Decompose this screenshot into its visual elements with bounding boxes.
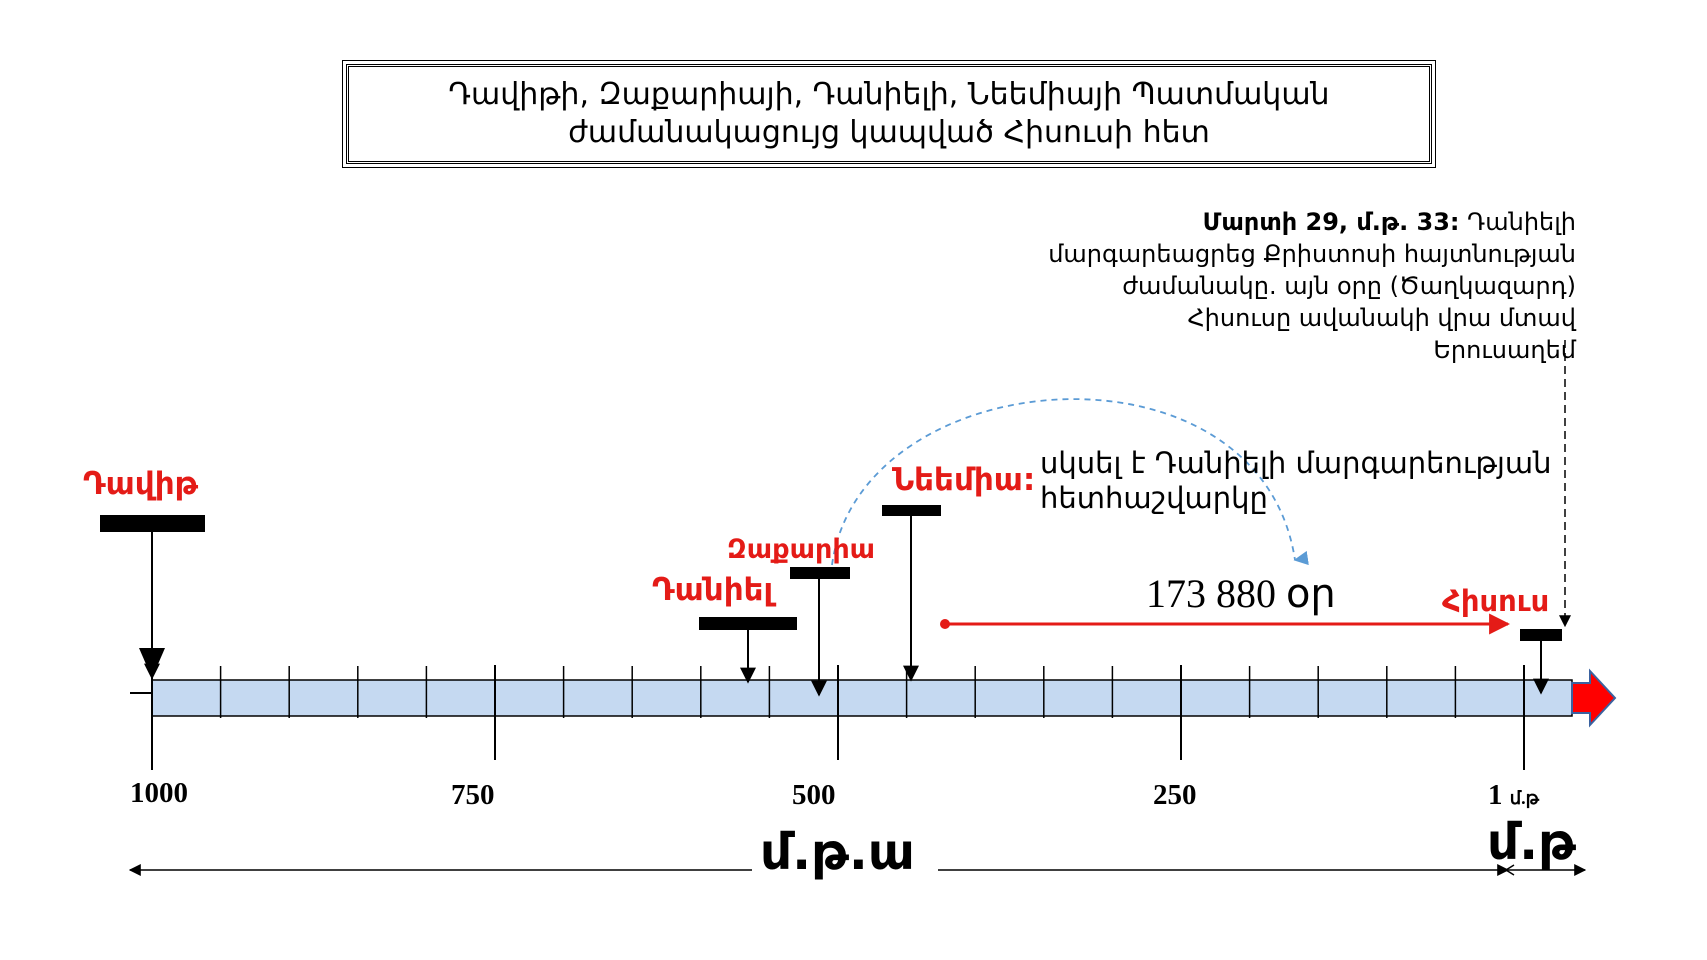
countdown-quote: սկսել է Դանիելի մարգարեության հետհաշվարկ… xyxy=(1040,446,1551,516)
label-daniel: Դանիել xyxy=(652,572,774,608)
david-arrow-head xyxy=(139,648,165,678)
year-500: 500 xyxy=(792,779,836,811)
zechariah-marker xyxy=(790,567,850,579)
timeline-end-arrow xyxy=(1571,668,1617,728)
year-750: 750 xyxy=(451,779,495,811)
quote-line-1: սկսել է Դանիելի մարգարեության xyxy=(1040,446,1552,480)
era-ad: մ.թ xyxy=(1487,813,1576,871)
label-nehemiah: Նեեմիա: xyxy=(892,462,1036,498)
days-label: 173 880 օր xyxy=(1146,571,1336,616)
label-jesus: Հիսուս xyxy=(1442,584,1550,618)
ad-era-arrow-back xyxy=(1504,864,1515,876)
label-david: Դավիթ xyxy=(83,466,199,502)
year-1-suffix: մ.թ xyxy=(1509,788,1539,808)
prophecy-note: Մարտի 29, մ.թ. 33: Դանիելի մարգարեացրեց … xyxy=(1016,206,1576,366)
year-250: 250 xyxy=(1153,779,1197,811)
title-line-1: Դավիթի, Զաքարիայի, Դանիելի, Նեեմիայի Պատ… xyxy=(448,77,1330,112)
david-marker xyxy=(100,515,205,532)
note-line-5: Երուսաղեմ xyxy=(1433,336,1576,364)
daniel-marker xyxy=(699,617,797,630)
year-1-ad: 1 մ.թ xyxy=(1488,779,1539,812)
nehemiah-marker xyxy=(882,505,941,516)
note-line-3: ժամանակը. այն օրը (Ծաղկազարդ) xyxy=(1122,272,1576,300)
year-1-value: 1 xyxy=(1488,779,1503,811)
title-box: Դավիթի, Զաքարիայի, Դանիելի, Նեեմիայի Պատ… xyxy=(342,60,1436,168)
note-line-1: Դանիելի xyxy=(1467,208,1576,236)
era-bc: մ.թ.ա xyxy=(760,823,915,881)
jesus-marker xyxy=(1520,629,1562,641)
label-zechariah: Զաքարիա xyxy=(727,534,876,565)
note-date: Մարտի 29, մ.թ. 33: xyxy=(1202,208,1460,236)
quote-line-2: հետհաշվարկը xyxy=(1040,481,1268,515)
year-1000: 1000 xyxy=(130,777,188,809)
title-line-2: ժամանակացույց կապված Հիսուսի հետ xyxy=(568,115,1210,150)
timeline-bar xyxy=(151,679,1573,717)
note-line-4: Հիսուսը ավանակի վրա մտավ xyxy=(1187,304,1577,332)
note-line-2: մարգարեացրեց Քրիստոսի հայտնության xyxy=(1048,240,1576,268)
